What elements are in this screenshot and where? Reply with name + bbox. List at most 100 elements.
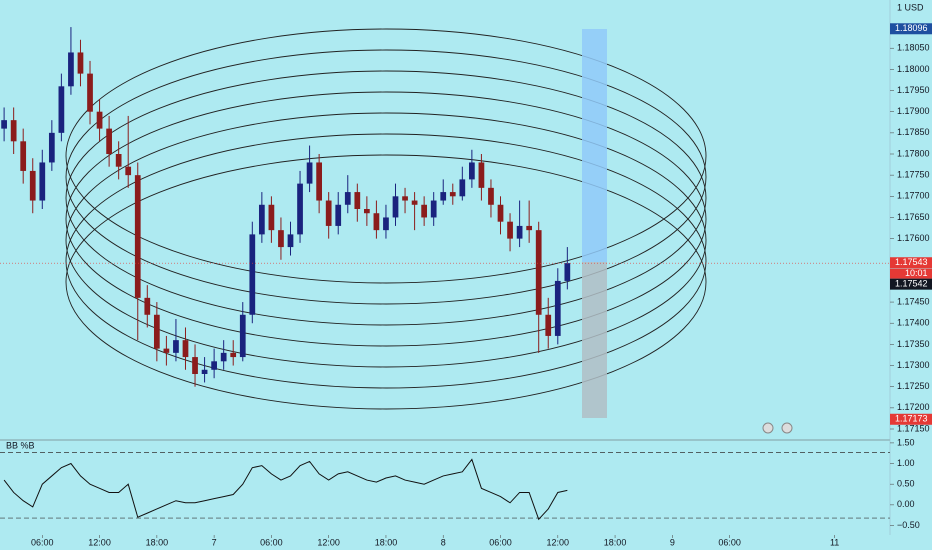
candle-body <box>526 225 533 231</box>
last-price-label: 1.17542 <box>895 279 928 289</box>
candle-body <box>469 162 475 180</box>
ellipse <box>65 70 707 326</box>
y-tick-label: 1.17600 <box>897 233 930 243</box>
candle-body <box>258 204 265 235</box>
y-tick-label: 1.17250 <box>897 381 930 391</box>
x-tick-label: 06:00 <box>31 537 54 547</box>
candle-body <box>440 192 447 201</box>
candle-body <box>230 352 237 358</box>
candle-body <box>287 234 294 248</box>
candle-body <box>344 192 351 205</box>
candle-body <box>545 314 552 336</box>
candle-body <box>421 204 428 218</box>
price-tag <box>890 413 932 425</box>
indicator-title: BB %B <box>6 440 35 450</box>
candle-body <box>507 221 513 239</box>
price-tag <box>890 23 932 35</box>
candle-body <box>488 187 494 205</box>
candle-body <box>392 196 399 218</box>
y-tick-label: 1.17750 <box>897 170 930 180</box>
candle-body <box>278 230 284 248</box>
candle-body <box>239 314 246 358</box>
candle-body <box>373 213 380 231</box>
candle-body <box>402 196 408 201</box>
candle-body <box>383 217 389 231</box>
x-tick-label: 18:00 <box>146 537 169 547</box>
y-tick-label: 0.00 <box>897 499 915 509</box>
candle-body <box>564 263 571 281</box>
y-tick-label: 1.50 <box>897 437 915 447</box>
ellipse <box>65 112 707 368</box>
candle-body <box>478 162 485 188</box>
candle-body <box>182 340 189 358</box>
candle-body <box>363 209 370 214</box>
candle-body <box>144 297 151 315</box>
currency-label: 1 USD <box>897 2 924 12</box>
candle-body <box>87 73 93 112</box>
x-tick-label: 18:00 <box>375 537 398 547</box>
candle-body <box>516 225 523 239</box>
y-tick-label: 1.17150 <box>897 423 930 433</box>
y-tick-label: 0.50 <box>897 479 915 489</box>
candle-body <box>20 141 27 171</box>
event-icon[interactable] <box>762 422 774 434</box>
y-tick-label: 1.17400 <box>897 318 930 328</box>
y-tick-label: 1.17900 <box>897 106 930 116</box>
bb-percent-line <box>3 458 568 521</box>
ellipse <box>65 91 707 347</box>
candle-body <box>96 111 103 129</box>
ellipse <box>65 133 707 389</box>
candle-body <box>173 340 179 353</box>
candle-body <box>411 200 418 205</box>
long-position-stop <box>582 262 607 418</box>
x-tick-label: 06:00 <box>260 537 283 547</box>
long-position-target <box>582 29 607 262</box>
candle-body <box>1 120 7 129</box>
y-tick-label: 1.17200 <box>897 402 930 412</box>
candle-body <box>354 192 361 209</box>
candle-body <box>68 52 74 87</box>
event-icon[interactable] <box>781 422 793 434</box>
candle-body <box>201 369 208 374</box>
candle-body <box>29 170 36 201</box>
candle-body <box>268 204 275 231</box>
x-tick-label: 8 <box>441 537 446 547</box>
candle-body <box>554 280 561 336</box>
y-tick-label: −0.50 <box>897 520 920 530</box>
candle-body <box>325 200 332 226</box>
fib-ellipses <box>65 28 707 410</box>
candle-body <box>39 162 46 201</box>
x-tick-label: 06:00 <box>489 537 512 547</box>
x-tick-label: 12:00 <box>547 537 570 547</box>
candle-body <box>316 162 322 201</box>
price-tag-label: 1.17173 <box>895 414 928 424</box>
y-tick-label: 1.17300 <box>897 360 930 370</box>
last-price-tag <box>890 278 932 290</box>
y-tick-label: 1.00 <box>897 458 915 468</box>
y-tick-label: 1.18050 <box>897 43 930 53</box>
y-tick-label: 1.18000 <box>897 64 930 74</box>
candle-body <box>211 361 217 370</box>
x-tick-label: 12:00 <box>88 537 111 547</box>
ellipse <box>65 28 707 284</box>
candle-body <box>535 230 542 315</box>
y-tick-label: 1.17700 <box>897 191 930 201</box>
candle-body <box>249 234 256 315</box>
candle-body <box>48 132 55 163</box>
candle-body <box>10 120 17 142</box>
candle-body <box>497 204 504 222</box>
x-tick-label: 18:00 <box>604 537 627 547</box>
price-tag-label: 1.18096 <box>895 23 928 33</box>
candle-body <box>163 348 170 353</box>
y-tick-label: 1.17850 <box>897 127 930 137</box>
countdown-label: 10:01 <box>905 268 928 278</box>
candle-body <box>115 154 122 167</box>
ellipse <box>65 49 707 305</box>
candle-body <box>153 314 160 349</box>
price-tag-label: 1.17543 <box>895 257 928 267</box>
y-tick-label: 1.17450 <box>897 296 930 306</box>
x-tick-label: 06:00 <box>718 537 741 547</box>
y-tick-label: 1.17800 <box>897 148 930 158</box>
